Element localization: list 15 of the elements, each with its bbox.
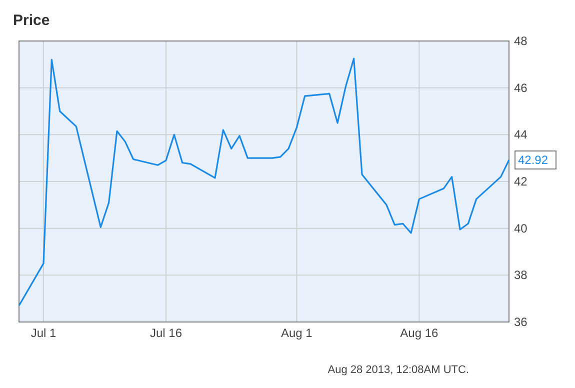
x-tick-label: Aug 1	[280, 326, 313, 340]
y-tick-label: 40	[514, 221, 528, 236]
y-tick-label: 42	[514, 174, 528, 188]
text: Aug 28 2013, 12:08AM UTC.	[328, 364, 469, 376]
y-tick-label: 36	[514, 315, 528, 329]
y-tick-label: 48	[514, 34, 528, 48]
y-tick-label: 46	[514, 80, 528, 95]
chart-title: Price	[13, 12, 50, 29]
y-tick-label: 38	[514, 268, 528, 282]
x-tick-label: Jul 1	[30, 326, 56, 340]
line-series	[18, 58, 510, 306]
annotation: 42.92	[518, 152, 548, 167]
x-tick-label: Aug 16	[400, 326, 439, 340]
x-tick-label: Jul 16	[150, 326, 182, 340]
y-tick-label: 44	[514, 128, 528, 142]
